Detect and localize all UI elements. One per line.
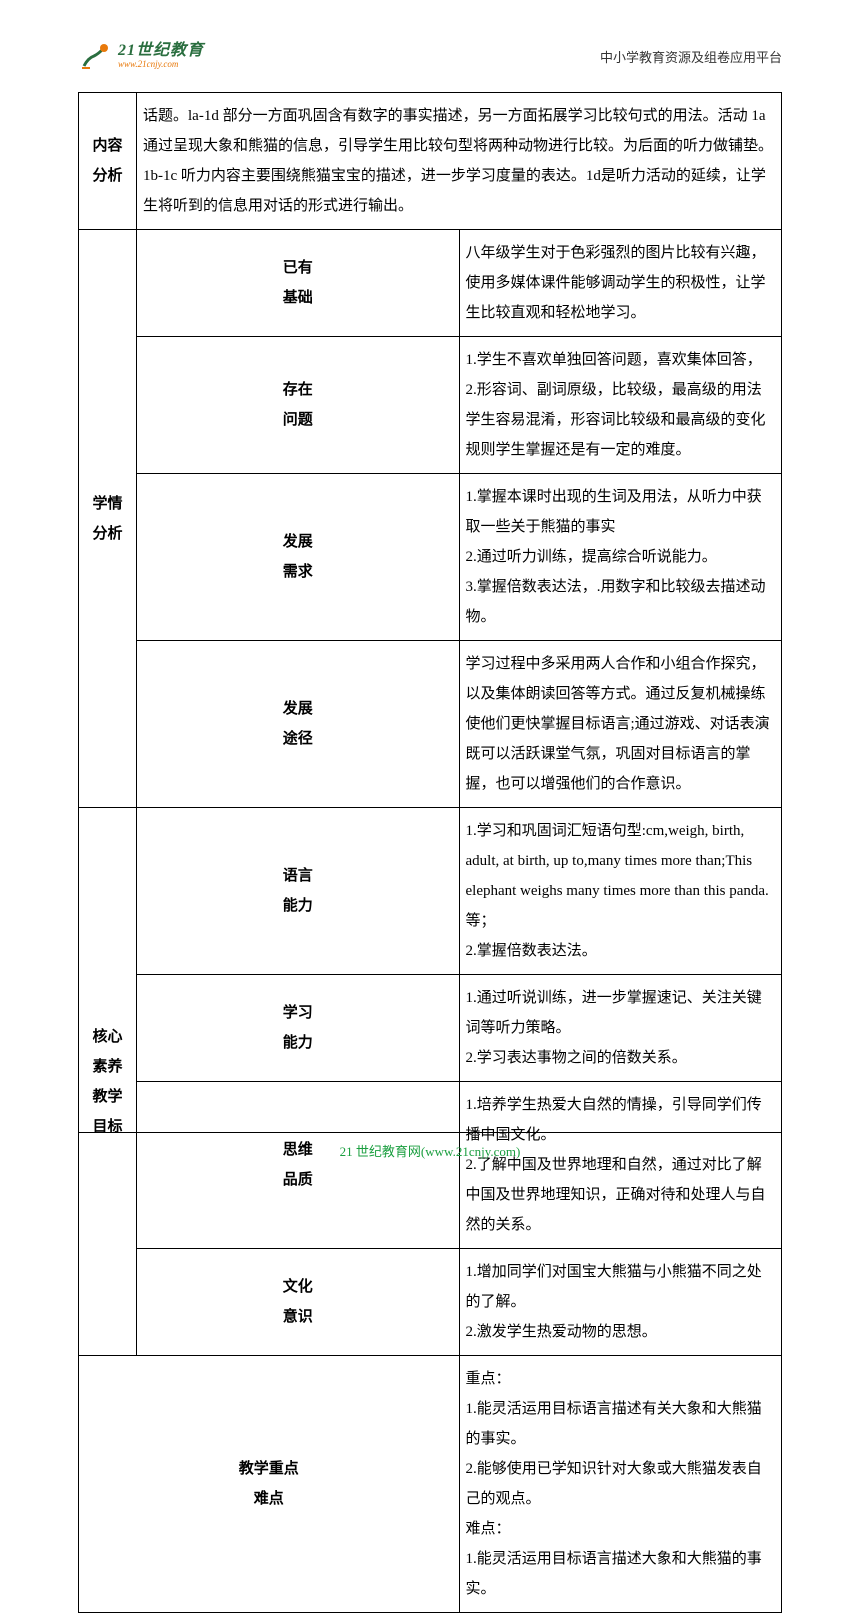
language-ability-text: 1.学习和巩固词汇短语句型:cm,weigh, birth, adult, at… bbox=[459, 808, 782, 975]
footer-text: 21 世纪教育网(www.21cnjy.com) bbox=[340, 1144, 521, 1159]
sub-label-development-pathway: 发展 途径 bbox=[137, 641, 460, 808]
logo-icon bbox=[78, 38, 114, 74]
key-points-text: 重点： 1.能灵活运用目标语言描述有关大象和大熊猫的事实。 2.能够使用已学知识… bbox=[459, 1356, 782, 1613]
content-analysis-text: 话题。la-1d 部分一方面巩固含有数字的事实描述，另一方面拓展学习比较句式的用… bbox=[137, 93, 782, 230]
sub-label-existing-basis: 已有 基础 bbox=[137, 230, 460, 337]
development-pathway-text: 学习过程中多采用两人合作和小组合作探究，以及集体朗读回答等方式。通过反复机械操练… bbox=[459, 641, 782, 808]
section-label-core-literacy: 核心 素养 教学 目标 bbox=[79, 808, 137, 1356]
section-label-content-analysis: 内容 分析 bbox=[79, 93, 137, 230]
development-needs-text: 1.掌握本课时出现的生词及用法，从听力中获取一些关于熊猫的事实 2.通过听力训练… bbox=[459, 474, 782, 641]
header-right-text: 中小学教育资源及组卷应用平台 bbox=[600, 47, 782, 66]
logo-url: www.21cnjy.com bbox=[118, 60, 204, 70]
section-label-learner-analysis: 学情 分析 bbox=[79, 230, 137, 808]
logo-text: 21世纪教育 www.21cnjy.com bbox=[118, 42, 204, 69]
table-row: 发展 需求 1.掌握本课时出现的生词及用法，从听力中获取一些关于熊猫的事实 2.… bbox=[79, 474, 782, 641]
table-row: 教学重点 难点 重点： 1.能灵活运用目标语言描述有关大象和大熊猫的事实。 2.… bbox=[79, 1356, 782, 1613]
existing-problems-text: 1.学生不喜欢单独回答问题，喜欢集体回答， 2.形容词、副词原级，比较级，最高级… bbox=[459, 337, 782, 474]
page-header: 21世纪教育 www.21cnjy.com 中小学教育资源及组卷应用平台 bbox=[78, 38, 782, 74]
footer-divider bbox=[78, 1132, 782, 1133]
table-row: 存在 问题 1.学生不喜欢单独回答问题，喜欢集体回答， 2.形容词、副词原级，比… bbox=[79, 337, 782, 474]
table-row: 文化 意识 1.增加同学们对国宝大熊猫与小熊猫不同之处的了解。 2.激发学生热爱… bbox=[79, 1249, 782, 1356]
sub-label-existing-problems: 存在 问题 bbox=[137, 337, 460, 474]
sub-label-thinking-quality: 思维 品质 bbox=[137, 1082, 460, 1249]
sub-label-learning-ability: 学习 能力 bbox=[137, 975, 460, 1082]
page-footer: 21 世纪教育网(www.21cnjy.com) bbox=[0, 1132, 860, 1160]
cultural-awareness-text: 1.增加同学们对国宝大熊猫与小熊猫不同之处的了解。 2.激发学生热爱动物的思想。 bbox=[459, 1249, 782, 1356]
table-row: 学情 分析 已有 基础 八年级学生对于色彩强烈的图片比较有兴趣，使用多媒体课件能… bbox=[79, 230, 782, 337]
logo-area: 21世纪教育 www.21cnjy.com bbox=[78, 38, 204, 74]
table-row: 思维 品质 1.培养学生热爱大自然的情操，引导同学们传播中国文化。 2.了解中国… bbox=[79, 1082, 782, 1249]
table-row: 核心 素养 教学 目标 语言 能力 1.学习和巩固词汇短语句型:cm,weigh… bbox=[79, 808, 782, 975]
sub-label-cultural-awareness: 文化 意识 bbox=[137, 1249, 460, 1356]
thinking-quality-text: 1.培养学生热爱大自然的情操，引导同学们传播中国文化。 2.了解中国及世界地理和… bbox=[459, 1082, 782, 1249]
sub-label-development-needs: 发展 需求 bbox=[137, 474, 460, 641]
sub-label-language-ability: 语言 能力 bbox=[137, 808, 460, 975]
table-row: 学习 能力 1.通过听说训练，进一步掌握速记、关注关键词等听力策略。 2.学习表… bbox=[79, 975, 782, 1082]
learning-ability-text: 1.通过听说训练，进一步掌握速记、关注关键词等听力策略。 2.学习表达事物之间的… bbox=[459, 975, 782, 1082]
lesson-plan-table: 内容 分析 话题。la-1d 部分一方面巩固含有数字的事实描述，另一方面拓展学习… bbox=[78, 92, 782, 1613]
section-label-key-points: 教学重点 难点 bbox=[79, 1356, 460, 1613]
table-row: 内容 分析 话题。la-1d 部分一方面巩固含有数字的事实描述，另一方面拓展学习… bbox=[79, 93, 782, 230]
table-row: 发展 途径 学习过程中多采用两人合作和小组合作探究，以及集体朗读回答等方式。通过… bbox=[79, 641, 782, 808]
logo-title: 21世纪教育 bbox=[118, 42, 204, 60]
existing-basis-text: 八年级学生对于色彩强烈的图片比较有兴趣，使用多媒体课件能够调动学生的积极性，让学… bbox=[459, 230, 782, 337]
